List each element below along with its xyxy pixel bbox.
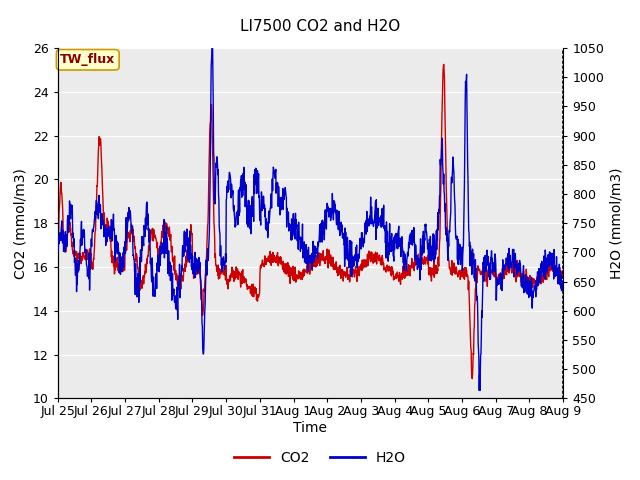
Y-axis label: H2O (mmol/m3): H2O (mmol/m3) bbox=[610, 168, 623, 279]
Text: LI7500 CO2 and H2O: LI7500 CO2 and H2O bbox=[240, 19, 400, 34]
X-axis label: Time: Time bbox=[293, 421, 328, 435]
Y-axis label: CO2 (mmol/m3): CO2 (mmol/m3) bbox=[13, 168, 27, 278]
Text: TW_flux: TW_flux bbox=[60, 53, 115, 66]
Legend: CO2, H2O: CO2, H2O bbox=[228, 445, 412, 471]
